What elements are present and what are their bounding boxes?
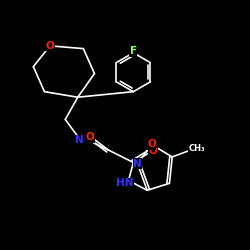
Text: N: N bbox=[133, 159, 142, 169]
Text: O: O bbox=[46, 41, 54, 51]
Text: O: O bbox=[147, 140, 156, 149]
Text: HN: HN bbox=[116, 178, 134, 188]
Text: O: O bbox=[148, 146, 157, 156]
Text: O: O bbox=[86, 132, 95, 142]
Text: F: F bbox=[130, 46, 137, 56]
Text: NH: NH bbox=[75, 135, 93, 145]
Text: CH₃: CH₃ bbox=[189, 144, 206, 153]
